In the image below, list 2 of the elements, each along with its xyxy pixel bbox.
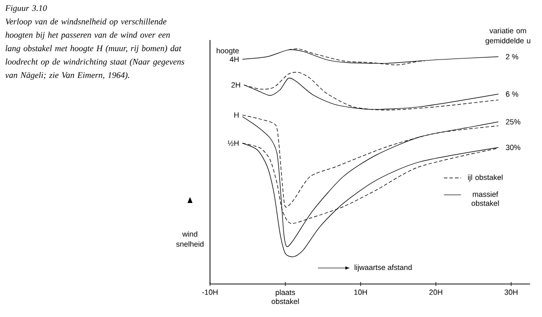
text: Verloop van de windsnelheid op verschillende hoogten bij het passeren van de wind over een lang obstakel met hoogte H (muur, rij bomen) dat loodrecht op de windrichting staat (Naar gegevens van Nägeli; zie Van Eimern, 1964).: [5, 18, 184, 80]
text: Figuur 3.10: [5, 5, 47, 13]
